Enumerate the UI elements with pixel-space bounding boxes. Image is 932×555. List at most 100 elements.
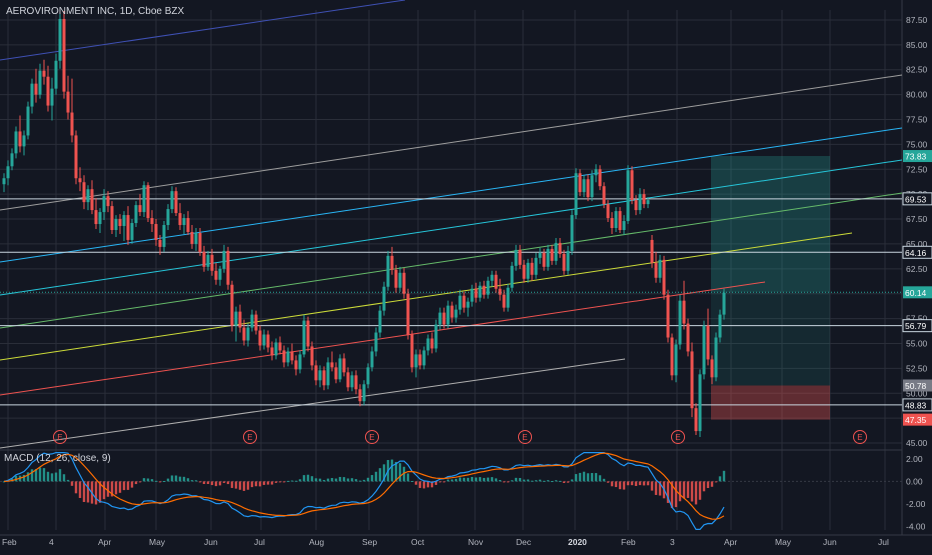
macd-label: MACD (12, 26, close, 9) <box>4 453 111 464</box>
earnings-marker-label: E <box>522 433 527 442</box>
candle-body <box>350 375 354 388</box>
candle-body <box>698 374 702 432</box>
candle-body <box>318 370 322 381</box>
macd-histogram-bar <box>222 481 226 483</box>
trend-channel-line <box>0 74 903 211</box>
macd-histogram-bar <box>14 475 18 482</box>
candle-body <box>90 189 94 211</box>
candle-body <box>226 250 230 285</box>
candle-body <box>38 70 42 95</box>
earnings-marker[interactable]: E <box>243 430 257 444</box>
time-axis-label: Feb <box>621 537 636 547</box>
macd-histogram-bar <box>422 481 426 489</box>
price-label-bg <box>903 286 932 299</box>
macd-histogram-bar <box>154 480 158 482</box>
candle-body <box>574 173 578 216</box>
candle-body <box>190 231 194 244</box>
candle-body <box>138 205 142 213</box>
candle-body <box>434 324 438 349</box>
earnings-marker[interactable]: E <box>365 430 379 444</box>
macd-histogram-bar <box>118 481 122 493</box>
candle-body <box>618 211 622 230</box>
trend-channel-line <box>0 232 853 361</box>
price-label-text: 69.53 <box>905 194 927 204</box>
macd-histogram-bar <box>574 474 578 482</box>
macd-histogram-bar <box>78 481 82 498</box>
candle-body <box>534 257 538 275</box>
candle-body <box>578 173 582 193</box>
macd-histogram-bar <box>358 480 362 482</box>
candle-body <box>294 360 298 370</box>
macd-histogram-bar <box>610 481 614 487</box>
candle-body <box>442 312 446 325</box>
macd-histogram-bar <box>426 481 430 488</box>
price-label-bg <box>903 150 932 163</box>
macd-histogram-bar <box>566 481 570 483</box>
candle-body <box>530 262 534 275</box>
macd-histogram-bar <box>178 476 182 482</box>
candle-body <box>526 262 530 279</box>
macd-histogram-bar <box>470 476 474 482</box>
price-label-text: 60.14 <box>905 288 927 298</box>
candle-body <box>66 91 70 113</box>
macd-histogram-bar <box>254 481 258 487</box>
candle-body <box>706 325 710 360</box>
candle-body <box>186 218 190 232</box>
macd-histogram-bar <box>214 481 218 487</box>
macd-histogram-bar <box>170 475 174 482</box>
time-axis-label: Aug <box>309 537 324 547</box>
macd-histogram-bar <box>494 478 498 482</box>
time-axis-label: Sep <box>362 537 377 547</box>
candle-body <box>430 338 434 349</box>
macd-histogram-bar <box>542 480 546 482</box>
macd-histogram-bar <box>334 478 338 482</box>
trend-channel-line <box>0 192 903 329</box>
price-label-text: 73.83 <box>905 152 927 162</box>
position-stop-zone <box>711 385 830 420</box>
macd-histogram-bar <box>198 481 202 483</box>
macd-histogram-bar <box>310 476 314 482</box>
candle-body <box>650 239 654 263</box>
candle-body <box>450 305 454 318</box>
earnings-marker[interactable]: E <box>853 430 867 444</box>
earnings-marker[interactable]: E <box>671 430 685 444</box>
macd-histogram-bar <box>306 474 310 482</box>
macd-histogram-bar <box>506 481 510 483</box>
macd-histogram-bar <box>478 477 482 482</box>
candle-body <box>178 213 182 226</box>
macd-histogram-bar <box>678 481 682 502</box>
price-label-bg <box>902 398 932 412</box>
price-label-bg <box>902 319 932 333</box>
candle-body <box>150 218 154 225</box>
macd-histogram-bar <box>582 471 586 482</box>
macd-histogram-bar <box>182 476 186 482</box>
macd-histogram-bar <box>114 481 118 495</box>
candle-body <box>274 342 278 356</box>
candle-body <box>206 254 210 267</box>
price-label-bg <box>903 413 932 426</box>
candle-body <box>22 135 26 147</box>
macd-histogram-bar <box>418 481 422 488</box>
earnings-marker[interactable]: E <box>518 430 532 444</box>
earnings-marker[interactable]: E <box>53 430 67 444</box>
macd-histogram-bar <box>714 481 718 483</box>
candle-body <box>370 351 374 368</box>
macd-histogram-bar <box>250 481 254 488</box>
macd-histogram-bar <box>58 469 62 482</box>
candle-body <box>682 300 686 324</box>
macd-histogram-bar <box>530 480 534 482</box>
macd-tick-label: 0.00 <box>906 476 923 486</box>
candle-body <box>126 215 130 240</box>
macd-histogram-bar <box>670 481 674 509</box>
macd-histogram-bar <box>66 479 70 482</box>
macd-histogram-bar <box>186 478 190 482</box>
candle-body <box>58 18 62 61</box>
time-axis-label: 3 <box>670 537 675 547</box>
candle-body <box>122 215 126 227</box>
macd-histogram-bar <box>362 479 366 482</box>
candle-body <box>134 205 138 224</box>
candle-body <box>626 170 630 222</box>
candle-body <box>6 166 10 179</box>
candle-body <box>422 350 426 366</box>
